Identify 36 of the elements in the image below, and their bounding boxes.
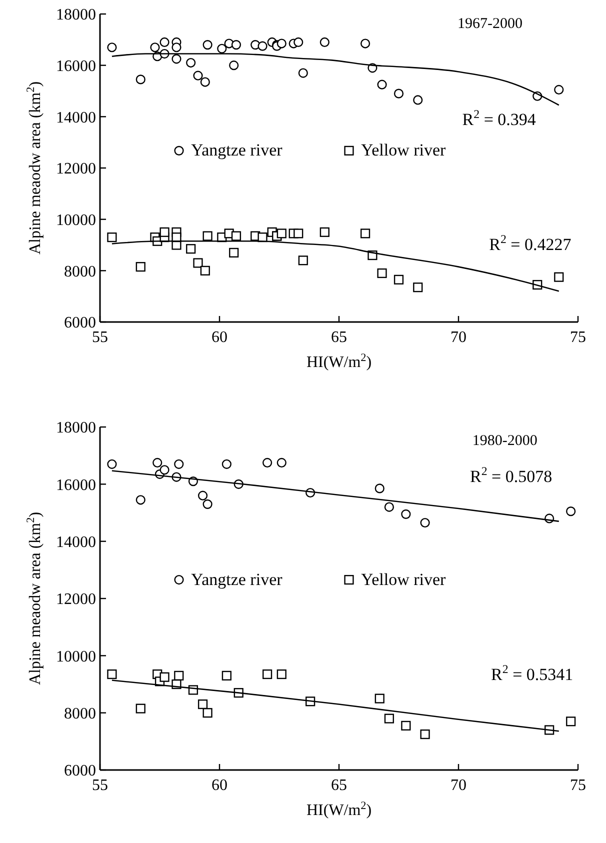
legend-label: Yellow river [361, 570, 446, 589]
annotation: 1980-2000 [472, 432, 538, 449]
x-axis-title: HI(W/m$^{2}$) [306, 800, 372, 819]
legend-label: Yangtze river [191, 570, 283, 589]
x-tick-label: 60 [212, 329, 228, 346]
y-tick-label: 10000 [56, 648, 96, 666]
x-tick-label: 60 [212, 777, 228, 794]
y-tick-label: 14000 [56, 109, 96, 126]
y-tick-label: 8000 [64, 705, 96, 722]
annotation: R$^{2}$ = 0.5341 [491, 662, 574, 684]
annotation: 1967-2000 [458, 16, 523, 32]
legend-label: Yangtze river [191, 140, 283, 160]
annotation: R$^{2}$ = 0.394 [462, 106, 536, 129]
y-tick-label: 18000 [56, 6, 96, 24]
y-tick-label: 16000 [56, 58, 96, 75]
y-tick-label: 16000 [56, 476, 96, 494]
x-tick-label: 65 [331, 329, 347, 346]
y-tick-label: 8000 [64, 263, 96, 280]
y-tick-label: 12000 [56, 160, 96, 178]
x-tick-label: 75 [570, 329, 586, 346]
x-tick-label: 55 [92, 777, 108, 794]
x-tick-label: 75 [570, 777, 586, 794]
x-tick-label: 65 [331, 777, 347, 794]
y-tick-label: 12000 [56, 591, 96, 608]
y-tick-label: 6000 [64, 762, 96, 780]
x-axis-title: HI(W/m$^{2}$) [306, 352, 372, 371]
y-tick-label: 6000 [64, 314, 96, 332]
legend-label: Yellow river [361, 140, 446, 160]
x-tick-label: 70 [450, 329, 466, 346]
annotation: R$^{2}$ = 0.4227 [489, 232, 572, 254]
y-tick-label: 10000 [56, 212, 96, 229]
y-tick-label: 18000 [56, 420, 96, 437]
x-tick-label: 70 [450, 777, 466, 794]
x-tick-label: 55 [92, 329, 108, 346]
y-tick-label: 14000 [56, 534, 96, 551]
annotation: R$^{2}$ = 0.5078 [470, 464, 552, 486]
